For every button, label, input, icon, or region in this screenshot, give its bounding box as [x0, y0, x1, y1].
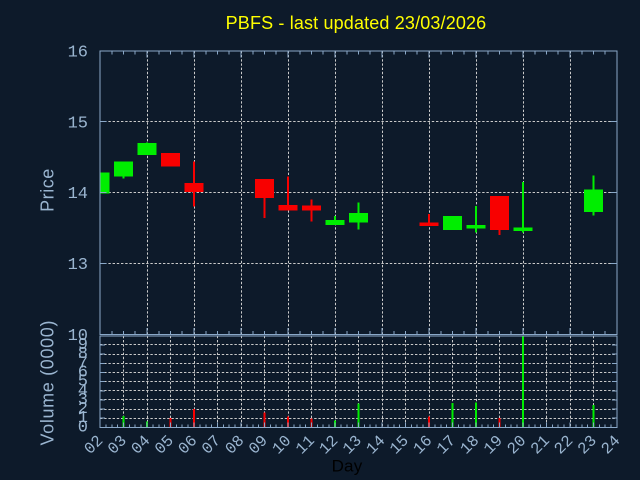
svg-text:9: 9 [78, 336, 88, 355]
svg-text:13: 13 [68, 256, 88, 275]
svg-text:7: 7 [78, 354, 88, 373]
svg-text:0: 0 [78, 418, 88, 437]
svg-text:3: 3 [78, 391, 88, 410]
svg-text:4: 4 [78, 382, 88, 401]
svg-text:16: 16 [68, 43, 88, 62]
svg-text:6: 6 [78, 363, 88, 382]
svg-text:PBFS - last updated 23/03/2026: PBFS - last updated 23/03/2026 [226, 13, 487, 33]
svg-text:8: 8 [78, 345, 88, 364]
svg-text:10: 10 [68, 327, 88, 346]
svg-text:2: 2 [78, 400, 88, 419]
svg-text:1: 1 [78, 409, 88, 428]
svg-text:15: 15 [68, 114, 88, 133]
svg-text:Price: Price [38, 168, 58, 212]
svg-text:Volume (0000): Volume (0000) [38, 320, 58, 446]
svg-text:5: 5 [78, 373, 88, 392]
svg-text:14: 14 [68, 185, 88, 204]
svg-text:Day: Day [332, 457, 363, 476]
